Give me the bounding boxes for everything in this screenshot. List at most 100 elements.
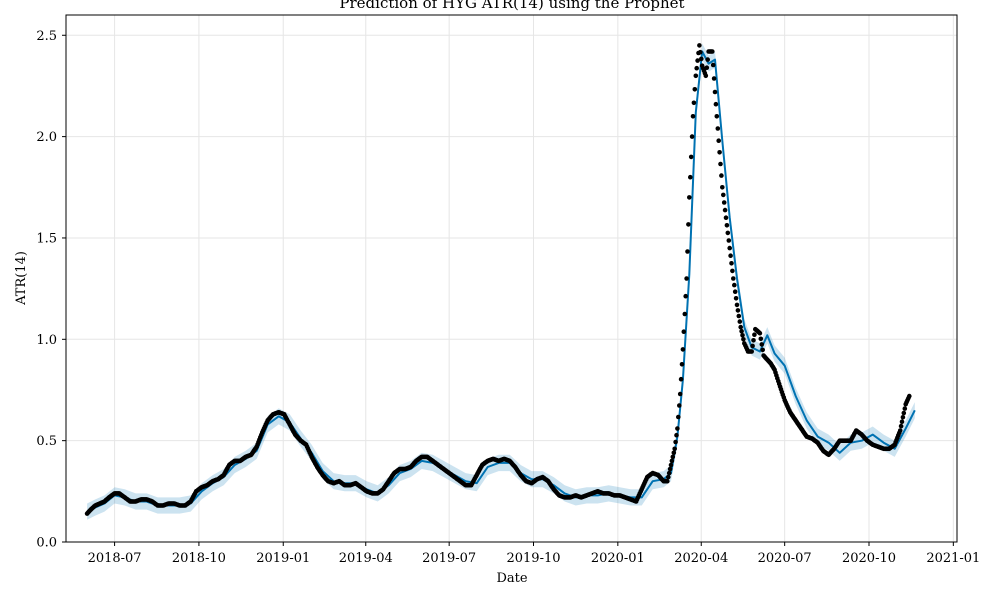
actual-point xyxy=(721,200,727,205)
actual-point xyxy=(899,419,905,425)
actual-point xyxy=(698,49,703,55)
y-tick-label: 0.5 xyxy=(36,434,57,449)
actual-point xyxy=(720,185,725,190)
actual-point xyxy=(741,337,746,342)
actual-point xyxy=(738,324,743,330)
actual-point xyxy=(686,222,691,227)
actual-point xyxy=(677,403,682,408)
actual-point xyxy=(739,328,744,334)
actual-point xyxy=(734,302,740,308)
actual-point xyxy=(736,313,742,319)
actual-point xyxy=(724,223,730,228)
actual-point xyxy=(722,207,728,213)
actual-point xyxy=(713,101,719,107)
actual-point xyxy=(718,161,723,167)
x-tick-label: 2019-01 xyxy=(256,551,310,566)
actual-point xyxy=(670,454,676,460)
actual-point xyxy=(710,49,715,54)
actual-point xyxy=(695,58,700,63)
actual-point xyxy=(665,478,670,484)
actual-point xyxy=(693,73,699,79)
forecast-line-layer xyxy=(86,50,916,513)
actual-point xyxy=(681,329,687,335)
actual-point xyxy=(671,450,677,456)
x-tick-label: 2020-10 xyxy=(842,551,896,566)
x-tick-label: 2019-10 xyxy=(506,551,560,566)
actual-point xyxy=(667,466,673,472)
actual-point xyxy=(714,114,720,119)
actual-point xyxy=(697,43,702,48)
x-axis-label: Date xyxy=(496,571,527,586)
actual-point xyxy=(730,268,735,274)
actual-point xyxy=(900,415,906,420)
y-tick-label: 1.0 xyxy=(36,333,57,348)
actual-point xyxy=(683,293,688,299)
uncertainty-band-layer xyxy=(87,43,915,520)
x-tick-label: 2020-07 xyxy=(758,551,812,566)
actual-point xyxy=(750,343,755,349)
actual-point xyxy=(680,347,686,352)
actual-point xyxy=(711,76,717,81)
actual-point xyxy=(689,134,695,139)
actual-point xyxy=(898,423,904,429)
actual-point xyxy=(749,349,754,354)
actual-point xyxy=(704,65,710,70)
actual-points-layer xyxy=(84,43,912,516)
actual-point xyxy=(703,73,709,79)
y-tick-label: 2.0 xyxy=(36,130,57,145)
actual-point xyxy=(690,114,696,119)
actual-point xyxy=(760,347,765,353)
y-tick-label: 0.0 xyxy=(36,536,57,551)
actual-point xyxy=(733,296,739,301)
actual-point xyxy=(759,342,765,347)
actual-point xyxy=(737,319,743,324)
actual-point xyxy=(716,138,721,143)
actual-point xyxy=(727,245,732,251)
actual-point xyxy=(666,474,671,480)
actual-point xyxy=(668,462,674,468)
actual-point xyxy=(902,406,908,411)
actual-point xyxy=(726,238,732,243)
actual-point xyxy=(673,439,678,445)
actual-point xyxy=(728,253,733,258)
x-tick-label: 2020-04 xyxy=(674,551,728,566)
actual-point xyxy=(672,446,677,452)
actual-point xyxy=(758,336,764,342)
actual-point xyxy=(692,87,698,92)
actual-point xyxy=(731,276,736,281)
actual-point xyxy=(679,362,685,367)
actual-point xyxy=(676,414,681,420)
actual-point xyxy=(751,338,756,343)
x-tick-label: 2020-01 xyxy=(591,551,645,566)
actual-point xyxy=(732,289,738,295)
actual-point xyxy=(699,56,704,62)
actual-point xyxy=(907,393,912,399)
x-tick-label: 2019-04 xyxy=(339,551,393,566)
uncertainty-band xyxy=(87,43,915,520)
actual-point xyxy=(666,470,672,476)
y-tick-label: 1.5 xyxy=(36,231,57,246)
axis-ticks: 2018-07 2018-10 2019-01 2019-04 2019-07 2019-… xyxy=(36,29,980,566)
actual-point xyxy=(705,57,710,62)
actual-point xyxy=(675,426,680,431)
actual-point xyxy=(725,230,731,236)
actual-point xyxy=(685,249,690,254)
actual-point xyxy=(897,428,903,433)
actual-point xyxy=(710,62,716,68)
y-axis-label: ATR(14) xyxy=(14,251,29,306)
actual-point xyxy=(723,215,729,220)
actual-point xyxy=(757,330,763,336)
actual-point xyxy=(721,192,726,198)
actual-point xyxy=(712,89,718,95)
actual-point xyxy=(735,308,741,313)
actual-point xyxy=(674,432,679,438)
actual-point xyxy=(688,154,694,160)
actual-point xyxy=(691,100,697,106)
actual-point xyxy=(669,458,675,464)
actual-point xyxy=(729,261,734,266)
actual-point xyxy=(719,173,724,178)
actual-point xyxy=(694,65,699,71)
x-tick-label: 2019-07 xyxy=(422,551,476,566)
y-tick-label: 2.5 xyxy=(36,29,57,44)
